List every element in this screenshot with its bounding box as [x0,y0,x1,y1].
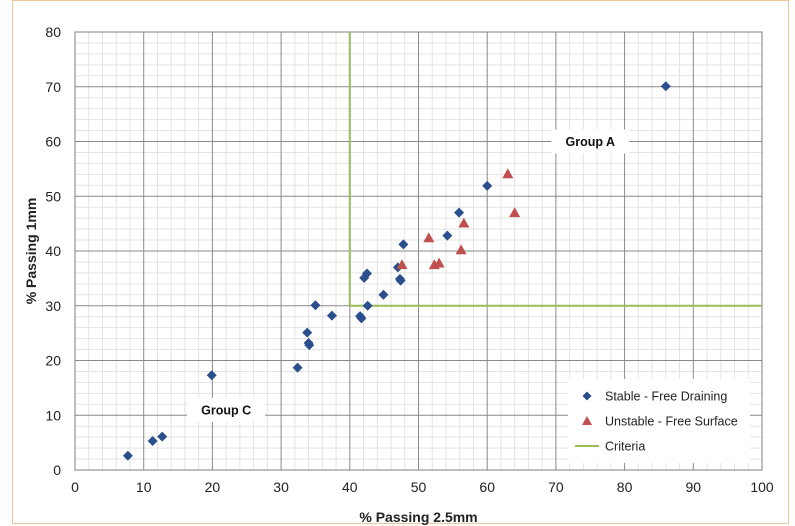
y-axis-title: % Passing 1mm [23,198,39,305]
chart-frame [12,0,789,524]
plot-area-border [74,31,763,471]
stable-point [395,275,406,286]
y-tick-label: 30 [45,298,61,314]
stable-point [304,340,315,351]
stable-point [122,450,133,461]
annotation-label: Group A [565,135,615,149]
y-tick-label: 70 [45,79,61,95]
legend-box [568,379,750,463]
stable-point [310,300,321,311]
legend-label: Criteria [605,440,645,454]
x-tick-label: 90 [686,479,702,495]
x-tick-label: 100 [750,479,774,495]
x-axis-title: % Passing 2.5mm [359,509,477,525]
x-tick-label: 70 [548,479,564,495]
x-tick-label: 0 [71,479,79,495]
y-tick-label: 20 [45,353,61,369]
annotation-box [551,129,630,154]
legend-marker-stable [582,391,592,401]
y-tick-label: 60 [45,134,61,150]
annotations: Group A Group C [187,129,630,422]
y-tick-label: 50 [45,188,61,204]
stable-point [454,207,465,218]
unstable-point [458,217,470,228]
y-tick-label: 0 [53,462,61,478]
stable-point [482,180,493,191]
y-tick-label: 40 [45,243,61,259]
x-tick-label: 20 [205,479,221,495]
stable-point [356,313,367,324]
x-tick-label: 30 [273,479,289,495]
unstable-point [502,168,514,179]
legend-marker-unstable [582,416,592,425]
stable-point [398,239,409,250]
annotation-label: Group C [201,403,251,417]
stable-point [362,300,373,311]
unstable-point [423,232,435,243]
unstable-point [396,259,408,270]
legend: Stable - Free Draining Unstable - Free Su… [568,379,750,463]
stable-point [326,310,337,321]
y-tick-label: 10 [45,407,61,423]
stable-point [442,230,453,241]
stable-point [157,431,168,442]
stable-point [292,362,303,373]
stable-point [147,435,158,446]
stable-point [660,81,671,92]
criteria-line [348,32,762,307]
legend-label: Unstable - Free Surface [605,415,738,429]
annotation-box [187,397,266,422]
unstable-point [455,244,467,255]
stable-point [206,370,217,381]
data-points [122,81,671,461]
x-tick-label: 60 [479,479,495,495]
x-tick-label: 40 [342,479,358,495]
stable-point [361,268,372,279]
stable-point [302,327,313,338]
x-tick-label: 80 [617,479,633,495]
y-tick-label: 80 [45,24,61,40]
x-tick-label: 50 [411,479,427,495]
unstable-point [433,257,445,268]
legend-label: Stable - Free Draining [605,390,727,404]
stable-point [378,289,389,300]
criteria-series [348,32,762,307]
unstable-point [509,207,521,218]
x-tick-labels: 0 10 20 30 40 50 60 70 80 90 100 [71,479,774,495]
y-tick-labels: 0 10 20 30 40 50 60 70 80 [45,24,61,478]
x-tick-label: 10 [136,479,152,495]
axes [74,31,763,471]
